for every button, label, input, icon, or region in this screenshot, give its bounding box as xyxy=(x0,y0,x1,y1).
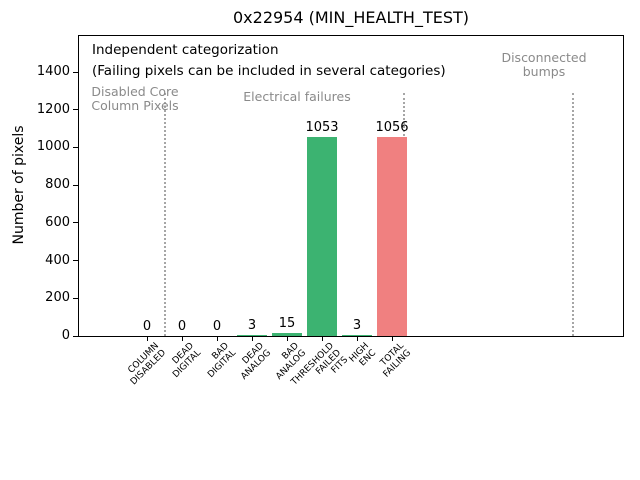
bar-value-label: 0 xyxy=(142,319,152,334)
bar-value-label: 1056 xyxy=(375,120,409,135)
annotation-group-disconnected: Disconnected bumps xyxy=(501,50,587,79)
x-tick-mark xyxy=(217,337,218,341)
bar-value-label: 15 xyxy=(278,316,296,331)
y-tick-label: 800 xyxy=(45,177,70,193)
bar-dead-analog xyxy=(237,335,267,336)
bar-high-enc xyxy=(342,335,372,336)
annotation-note: Independent categorization (Failing pixe… xyxy=(92,42,446,79)
bar-value-label: 0 xyxy=(177,319,187,334)
y-tick-mark xyxy=(73,222,78,224)
x-tick-mark xyxy=(147,337,148,341)
y-tick-mark xyxy=(73,184,78,186)
y-tick-label: 1000 xyxy=(36,139,70,155)
plot-area xyxy=(78,35,624,337)
annotation-group-disabled-core: Disabled Core Column Pixels xyxy=(91,84,179,113)
bar-value-label: 0 xyxy=(212,319,222,334)
x-tick-mark xyxy=(357,337,358,341)
bar-value-label: 3 xyxy=(352,318,362,333)
y-tick-mark xyxy=(73,260,78,262)
group-separator-line xyxy=(163,93,166,336)
y-tick-label: 400 xyxy=(45,252,70,268)
y-tick-mark xyxy=(73,335,78,337)
y-tick-label: 600 xyxy=(45,214,70,230)
y-tick-mark xyxy=(73,109,78,111)
x-tick-mark xyxy=(252,337,253,341)
bar-threshold-failed-fits xyxy=(307,137,337,336)
y-tick-mark xyxy=(73,146,78,148)
x-tick-mark xyxy=(392,337,393,341)
annotation-group-electrical: Electrical failures xyxy=(243,89,351,104)
bar-bad-analog xyxy=(272,333,302,336)
bar-total-failing xyxy=(377,137,407,336)
y-tick-label: 1400 xyxy=(36,64,70,79)
y-tick-mark xyxy=(73,297,78,299)
chart-title: 0x22954 (MIN_HEALTH_TEST) xyxy=(232,8,470,27)
bar-value-label: 1053 xyxy=(305,120,339,135)
x-tick-mark xyxy=(287,337,288,341)
y-tick-label: 200 xyxy=(45,290,70,306)
y-tick-label: 1200 xyxy=(36,101,70,117)
group-separator-line xyxy=(571,93,574,336)
y-tick-mark xyxy=(73,71,78,73)
x-tick-mark xyxy=(182,337,183,341)
y-tick-label: 0 xyxy=(61,328,70,343)
x-tick-mark xyxy=(322,337,323,341)
bar-value-label: 3 xyxy=(247,318,257,333)
